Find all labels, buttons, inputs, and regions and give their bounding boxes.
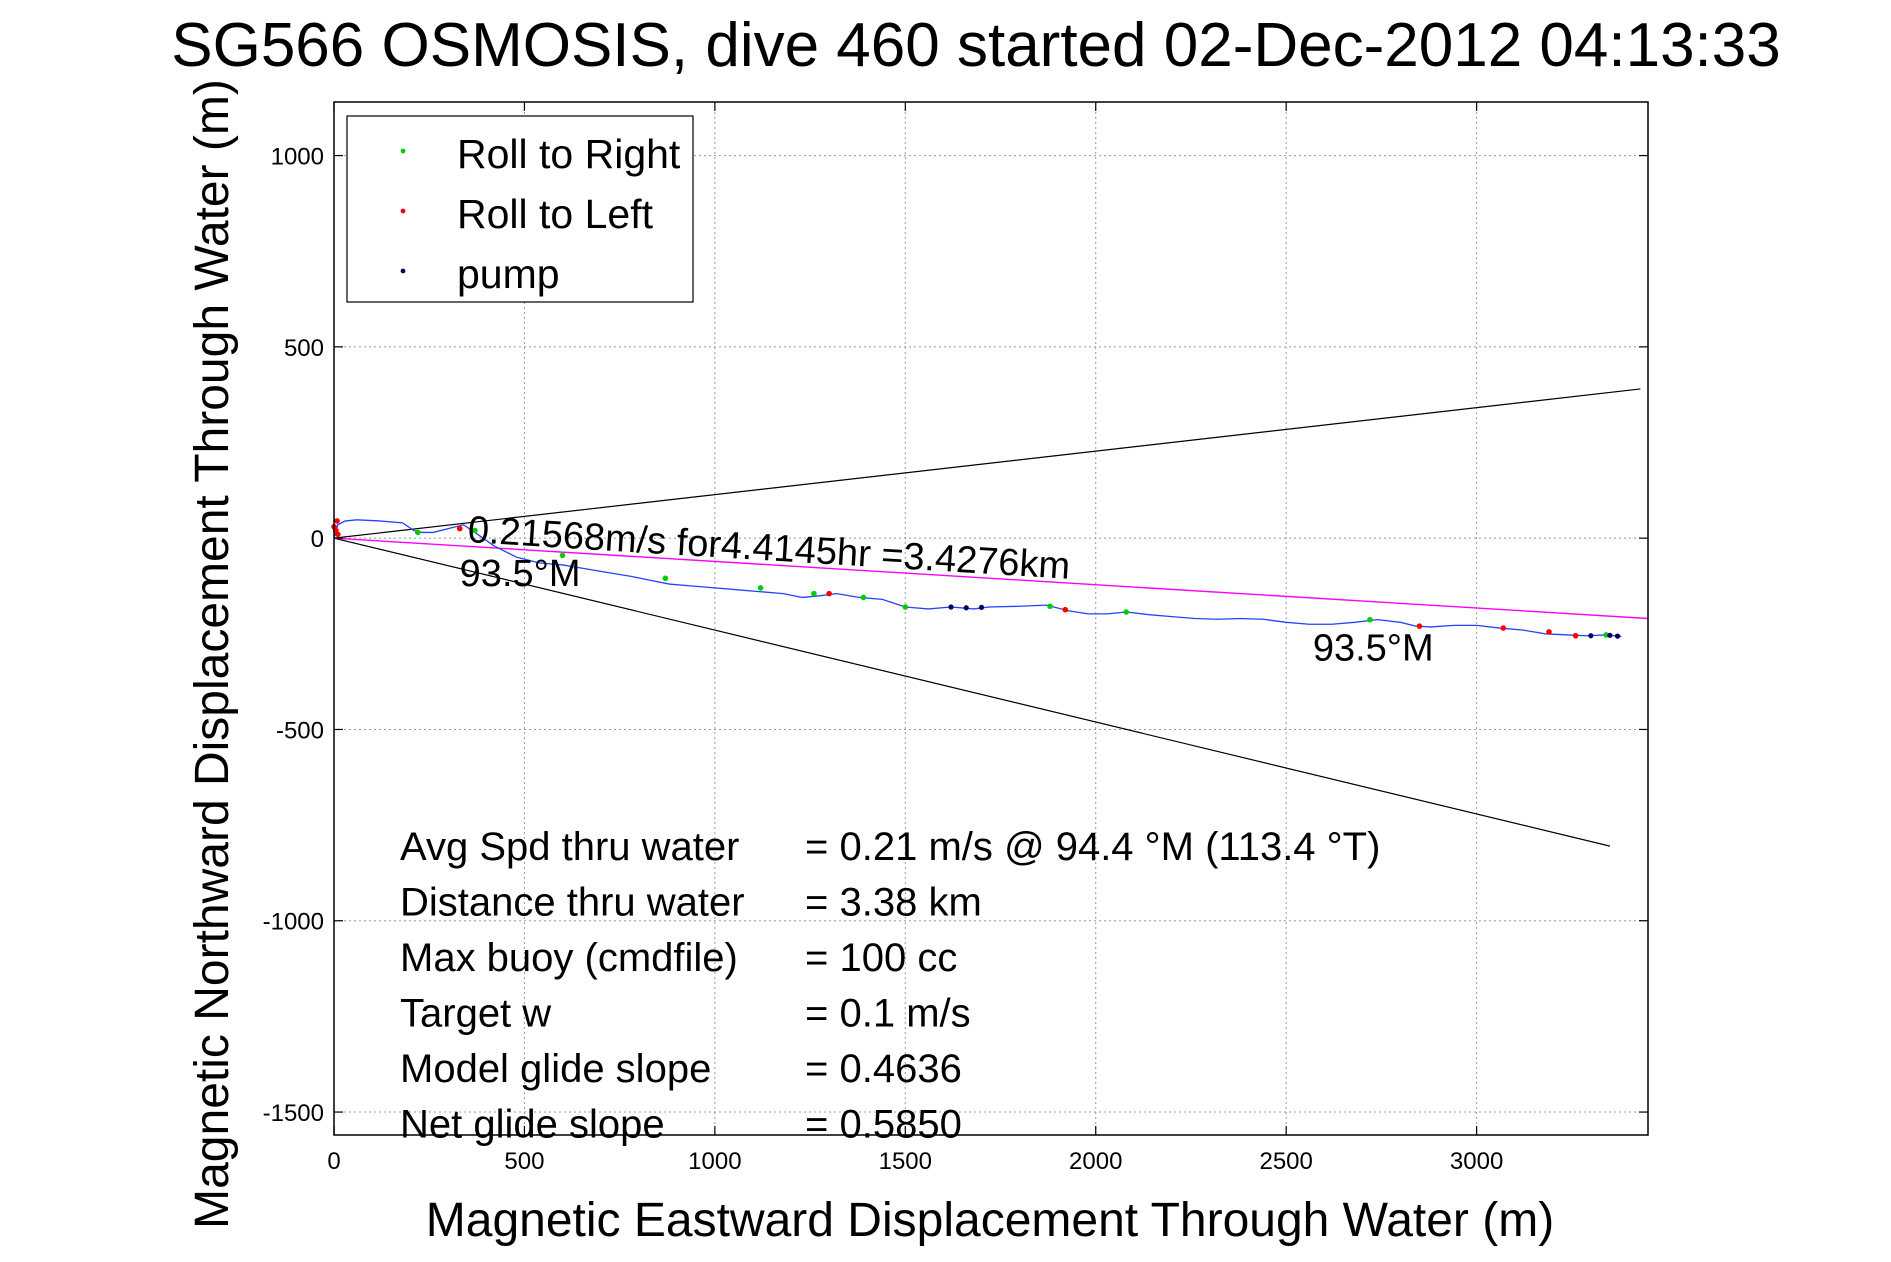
track-series-line bbox=[333, 519, 1622, 638]
heading-line bbox=[333, 537, 1649, 620]
x-tick-label: 500 bbox=[504, 1148, 544, 1175]
grid-lines bbox=[333, 102, 1648, 1135]
roll-left-point bbox=[335, 531, 341, 538]
y-tick-label: -1000 bbox=[263, 909, 324, 936]
legend-label: pump bbox=[457, 251, 560, 297]
roll-left-point bbox=[334, 518, 340, 524]
roll-right-point bbox=[662, 575, 669, 582]
x-axis-label: Magnetic Eastward Displacement Through W… bbox=[426, 1194, 1554, 1247]
chart-title: SG566 OSMOSIS, dive 460 started 02-Dec-2… bbox=[171, 11, 1781, 80]
axis-ticks: 0 500 1000 1500 2000 2500 3000 -1500 -1000 -500 0 5… bbox=[263, 102, 1648, 1175]
upper-envelope-line bbox=[333, 388, 1641, 539]
legend-marker bbox=[400, 268, 406, 274]
x-tick-label: 1000 bbox=[688, 1148, 741, 1175]
stat-value: = 0.4636 bbox=[805, 1047, 962, 1091]
x-tick-label: 1500 bbox=[879, 1148, 932, 1175]
legend-label: Roll to Left bbox=[457, 191, 654, 237]
dive-track bbox=[333, 519, 1622, 638]
pump-point bbox=[963, 605, 969, 611]
pump-point bbox=[1607, 632, 1613, 638]
stat-label: Net glide slope bbox=[400, 1103, 665, 1147]
envelope-lines bbox=[333, 388, 1641, 847]
stat-label: Target w bbox=[400, 992, 551, 1036]
roll-right-point bbox=[902, 604, 909, 610]
stat-label: Model glide slope bbox=[400, 1047, 711, 1091]
y-tick-label: 1000 bbox=[271, 144, 324, 171]
stat-value: = 0.21 m/s @ 94.4 °M (113.4 °T) bbox=[805, 825, 1380, 869]
roll-right-point bbox=[559, 552, 566, 559]
lower-envelope-line bbox=[333, 537, 1611, 847]
roll-left-point bbox=[1062, 606, 1069, 613]
x-tick-label: 3000 bbox=[1450, 1148, 1503, 1175]
roll-right-point bbox=[860, 594, 867, 601]
roll-left-point bbox=[456, 525, 463, 532]
roll-right-point bbox=[1123, 609, 1130, 615]
roll-right-point bbox=[414, 529, 421, 536]
roll-left-point bbox=[1500, 625, 1507, 631]
x-tick-label: 2500 bbox=[1259, 1148, 1312, 1175]
axes-frame bbox=[333, 101, 1649, 1136]
roll-right-point bbox=[472, 527, 478, 534]
roll-left-point bbox=[1572, 632, 1579, 639]
y-axis-label: Magnetic Northward Displacement Through … bbox=[186, 79, 239, 1229]
y-tick-label: 500 bbox=[284, 335, 324, 362]
stat-value: = 0.5850 bbox=[805, 1103, 962, 1147]
y-tick-label: 0 bbox=[311, 526, 324, 553]
roll-left-point bbox=[1416, 623, 1423, 629]
stats-block: Avg Spd thru water = 0.21 m/s @ 94.4 °M (… bbox=[400, 825, 1380, 1147]
stat-value: = 0.1 m/s bbox=[805, 992, 971, 1036]
stat-value: = 100 cc bbox=[805, 936, 957, 980]
x-tick-label: 2000 bbox=[1069, 1148, 1122, 1175]
roll-right-point bbox=[1047, 603, 1053, 610]
pump-point bbox=[978, 604, 985, 611]
legend-marker bbox=[400, 208, 406, 214]
roll-right-point bbox=[1603, 632, 1609, 638]
legend: Roll to Right Roll to Left pump bbox=[346, 115, 694, 303]
roll-left-point bbox=[826, 590, 832, 597]
x-tick-label: 0 bbox=[327, 1148, 340, 1175]
y-tick-label: -500 bbox=[276, 717, 324, 744]
y-tick-label: -1500 bbox=[263, 1100, 324, 1127]
legend-label: Roll to Right bbox=[457, 131, 681, 177]
stat-label: Distance thru water bbox=[400, 881, 745, 925]
pump-point bbox=[1614, 633, 1621, 639]
pump-point bbox=[1588, 633, 1594, 639]
stat-label: Avg Spd thru water bbox=[400, 825, 739, 869]
roll-right-point bbox=[811, 590, 817, 597]
stat-label: Max buoy (cmdfile) bbox=[400, 936, 738, 980]
roll-right-point bbox=[1367, 616, 1373, 623]
heading-start-annotation: 93.5°M bbox=[460, 553, 581, 595]
pump-point bbox=[948, 604, 954, 610]
stat-value: = 3.38 km bbox=[805, 881, 982, 925]
roll-right-point bbox=[757, 585, 764, 591]
heading-end-annotation: 93.5°M bbox=[1313, 628, 1434, 670]
roll-left-point bbox=[1546, 629, 1552, 635]
legend-marker bbox=[400, 148, 406, 154]
heading-series-line bbox=[333, 537, 1649, 620]
